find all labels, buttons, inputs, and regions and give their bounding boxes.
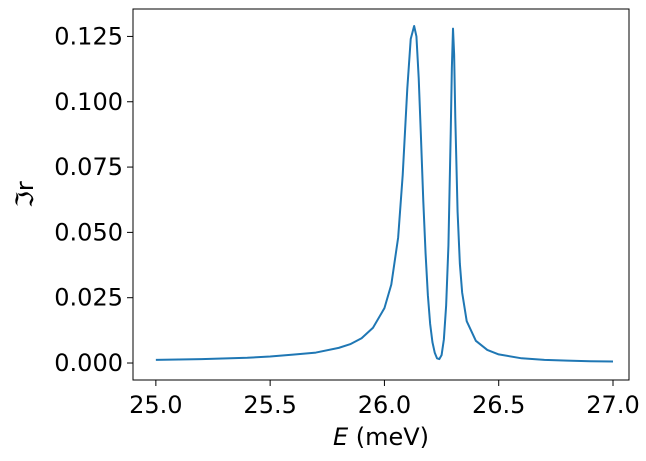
x-axis-label-unit: (meV) [348,423,429,451]
x-axis-label: E (meV) [333,423,429,451]
y-tick-label: 0.025 [54,284,123,312]
y-tick-label: 0.050 [54,218,123,246]
series-layer [155,24,614,363]
x-tick-label: 25.5 [243,391,296,419]
x-tick-label: 27.0 [586,391,639,419]
y-tick-label: 0.125 [54,22,123,50]
x-axis: 25.0 25.5 26.0 26.5 27.0 [129,380,640,419]
x-tick-label: 26.0 [358,391,411,419]
plot-area-frame [132,8,630,381]
y-tick-label: 0.000 [54,349,123,377]
y-axis: 0.000 0.025 0.050 0.075 0.100 0.125 [54,22,133,377]
y-axis-label: ℑr [11,181,39,208]
x-axis-label-symbol: E [333,423,349,451]
x-tick-label: 25.0 [129,391,182,419]
y-tick-label: 0.100 [54,88,123,116]
y-tick-label: 0.075 [54,153,123,181]
x-tick-label: 26.5 [472,391,525,419]
series-line-0 [155,24,614,363]
